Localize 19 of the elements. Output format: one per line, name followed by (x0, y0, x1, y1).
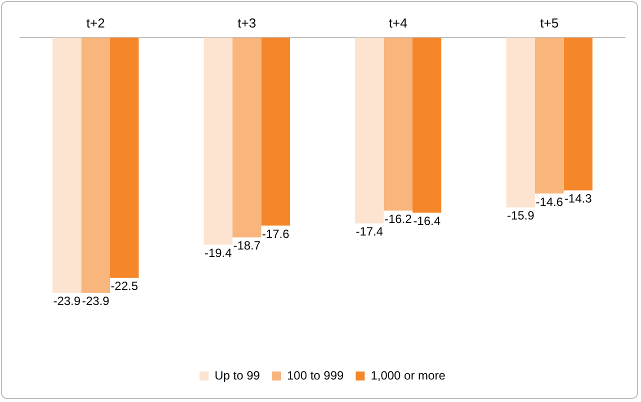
data-label: -14.3 (564, 192, 592, 206)
data-label: -14.6 (536, 194, 564, 209)
data-label: -18.7 (233, 238, 261, 253)
data-label: -19.4 (204, 246, 232, 260)
x-tick-label: t+2 (86, 15, 105, 30)
data-label: -22.5 (110, 279, 138, 294)
data-label: -15.9 (506, 208, 535, 223)
data-label: -23.9 (82, 294, 110, 308)
data-label: -16.2 (384, 212, 412, 226)
x-tick-label: t+3 (238, 15, 256, 30)
legend-label: 100 to 999 (286, 368, 344, 382)
data-label: -17.4 (356, 224, 384, 239)
x-tick-label: t+5 (540, 15, 559, 30)
legend-label: Up to 99 (214, 368, 260, 382)
data-label: -16.4 (413, 214, 441, 228)
data-label: -17.6 (262, 226, 290, 241)
legend-label: 1,000 or more (370, 368, 446, 382)
data-label: -23.9 (53, 294, 81, 308)
x-tick-label: t+4 (388, 15, 408, 30)
